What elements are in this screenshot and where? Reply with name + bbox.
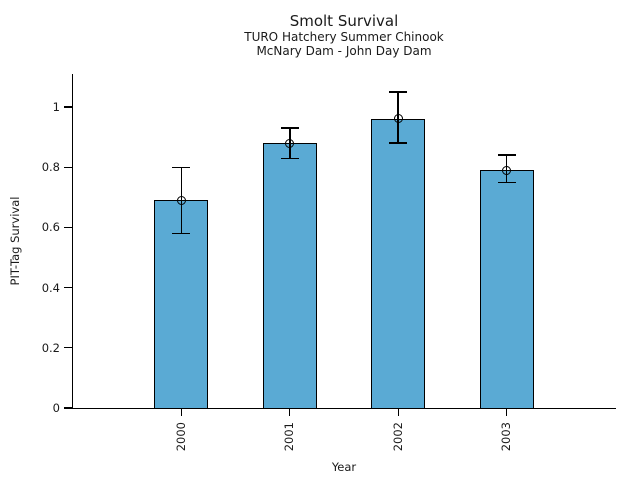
x-tick-mark: [506, 409, 508, 417]
error-bar-cap-top: [172, 166, 191, 169]
mean-point-marker: [285, 138, 295, 148]
error-bar-cap-top: [389, 91, 408, 93]
chart-subtitle-line1: TURO Hatchery Summer Chinook: [244, 30, 444, 44]
x-axis-line: [72, 408, 616, 410]
error-bar-cap-top: [497, 154, 516, 156]
y-tick-label: 0.2: [41, 340, 60, 355]
error-bar-cap-bottom: [280, 157, 299, 159]
mean-point-marker: [501, 165, 511, 175]
error-bar-cap-top: [280, 127, 299, 129]
bar: [371, 119, 426, 409]
y-tick-mark: [64, 347, 72, 349]
y-tick-label: 0.6: [41, 220, 60, 235]
error-bar-cap-bottom: [172, 232, 191, 235]
x-tick-label: 2000: [173, 422, 188, 452]
y-tick-label: 0.4: [41, 280, 60, 295]
x-tick-mark: [397, 409, 399, 417]
y-axis-title: PIT-Tag Survival: [8, 196, 22, 286]
y-tick-mark: [64, 106, 72, 108]
chart-subtitle-line2: McNary Dam - John Day Dam: [256, 44, 432, 58]
y-tick-label: 1: [52, 100, 60, 115]
error-bar-cap-bottom: [389, 142, 408, 144]
bar: [262, 143, 317, 409]
mean-point-marker: [393, 114, 403, 124]
mean-point-marker: [176, 195, 186, 205]
x-tick-label: 2003: [499, 422, 514, 452]
chart-title: Smolt Survival: [289, 12, 399, 30]
x-axis-title: Year: [331, 460, 357, 474]
y-tick-label: 0: [52, 401, 60, 415]
y-tick-mark: [64, 166, 72, 168]
x-tick-label: 2002: [390, 422, 405, 452]
bar: [479, 170, 534, 409]
y-tick-label: 0.8: [41, 160, 60, 175]
y-axis-line: [72, 74, 74, 410]
y-tick-mark: [64, 407, 72, 409]
x-tick-mark: [289, 409, 291, 417]
y-tick-mark: [64, 287, 72, 289]
x-tick-mark: [180, 409, 182, 417]
error-bar-cap-bottom: [497, 181, 516, 184]
x-tick-label: 2001: [282, 422, 297, 452]
bar: [154, 200, 209, 409]
y-tick-mark: [64, 226, 72, 229]
